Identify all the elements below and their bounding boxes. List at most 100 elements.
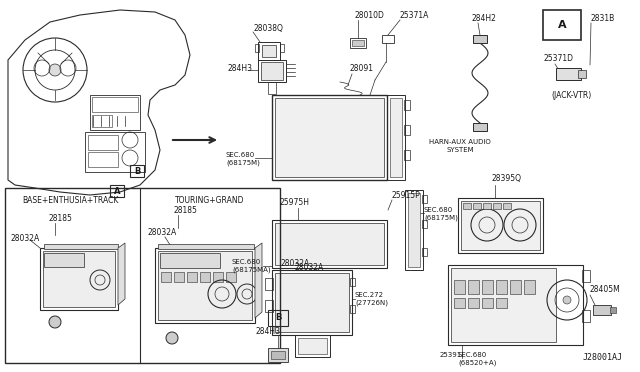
Text: 28038Q: 28038Q [253,23,283,32]
Text: A: A [557,20,566,30]
Text: (68175MA): (68175MA) [232,267,271,273]
Text: 28032A: 28032A [295,263,324,273]
Text: (68175M): (68175M) [424,215,458,221]
Text: J28001AJ: J28001AJ [583,353,623,362]
Bar [496,298,507,308]
Bar [265,300,273,312]
Bar [404,100,410,110]
Bar [92,115,112,127]
Bar [275,273,349,332]
Bar [5,188,280,363]
Polygon shape [118,243,125,305]
Bar [422,248,427,256]
Bar [408,193,420,267]
Circle shape [563,296,571,304]
Bar [261,62,283,80]
Bar [451,268,556,342]
Bar [593,305,611,315]
Text: 25915P: 25915P [392,190,420,199]
Bar [454,280,465,294]
Bar [280,44,284,52]
Text: (27726N): (27726N) [355,300,388,306]
Bar [298,338,327,354]
Bar [258,42,280,60]
Bar [200,272,210,282]
Text: 2831B: 2831B [591,13,615,22]
Text: SEC.680: SEC.680 [226,152,255,158]
Bar [272,95,387,180]
Bar [158,251,252,320]
Bar [352,40,364,46]
Text: SEC.680: SEC.680 [458,352,487,358]
Text: 28032A: 28032A [280,259,310,267]
Text: 28185: 28185 [48,214,72,222]
Bar [482,298,493,308]
Polygon shape [255,243,262,318]
Bar [382,35,394,43]
Bar [158,244,254,249]
Bar [503,203,511,209]
Bar [458,198,543,253]
Bar [88,135,118,150]
Text: 28032A: 28032A [10,234,39,243]
Text: 28010D: 28010D [355,10,385,19]
Bar [272,220,387,268]
Bar [404,150,410,160]
Bar [161,272,171,282]
Bar [275,98,384,177]
Bar [44,253,84,267]
Text: BASE+ENTHUSIA+TRACK: BASE+ENTHUSIA+TRACK [22,196,118,205]
Bar [268,310,288,326]
Bar [92,97,138,112]
Text: B: B [134,167,140,176]
Text: HARN-AUX AUDIO: HARN-AUX AUDIO [429,139,491,145]
Bar [275,223,384,265]
Bar [483,203,491,209]
Bar [155,248,255,323]
Circle shape [49,64,61,76]
Text: 284H3: 284H3 [255,327,280,337]
Bar [272,270,352,335]
Bar [350,305,355,313]
Text: SYSTEM: SYSTEM [446,147,474,153]
Text: 28091: 28091 [350,64,374,73]
Bar [473,203,481,209]
Text: SEC.680: SEC.680 [232,259,261,265]
Text: SEC.680: SEC.680 [424,207,453,213]
Bar [387,95,405,180]
Text: A: A [114,186,120,196]
Bar [582,310,590,322]
Bar [473,123,487,131]
Text: 25371A: 25371A [400,10,429,19]
Text: 28032A: 28032A [148,228,177,237]
Bar [90,95,140,130]
Bar [582,270,590,282]
Bar [295,335,330,357]
Bar [610,307,616,313]
Bar [468,280,479,294]
Bar [271,351,285,359]
Bar [187,272,197,282]
Text: 25391: 25391 [440,352,462,358]
Bar [496,280,507,294]
Bar [88,152,118,167]
Text: 25975H: 25975H [280,198,310,206]
Bar [390,98,402,177]
Bar [578,70,586,78]
Text: (68520+A): (68520+A) [458,360,497,366]
Bar [262,45,276,57]
Bar [226,272,236,282]
Bar [463,203,471,209]
Bar [405,190,423,270]
Bar [265,278,273,290]
Bar [213,272,223,282]
Bar [258,60,286,82]
Bar [482,280,493,294]
Text: 28185: 28185 [173,205,197,215]
Bar [454,298,465,308]
Text: (68175M): (68175M) [226,160,260,166]
Bar [160,253,220,268]
Text: 284H2: 284H2 [472,13,497,22]
Bar [40,248,118,310]
Circle shape [166,332,178,344]
